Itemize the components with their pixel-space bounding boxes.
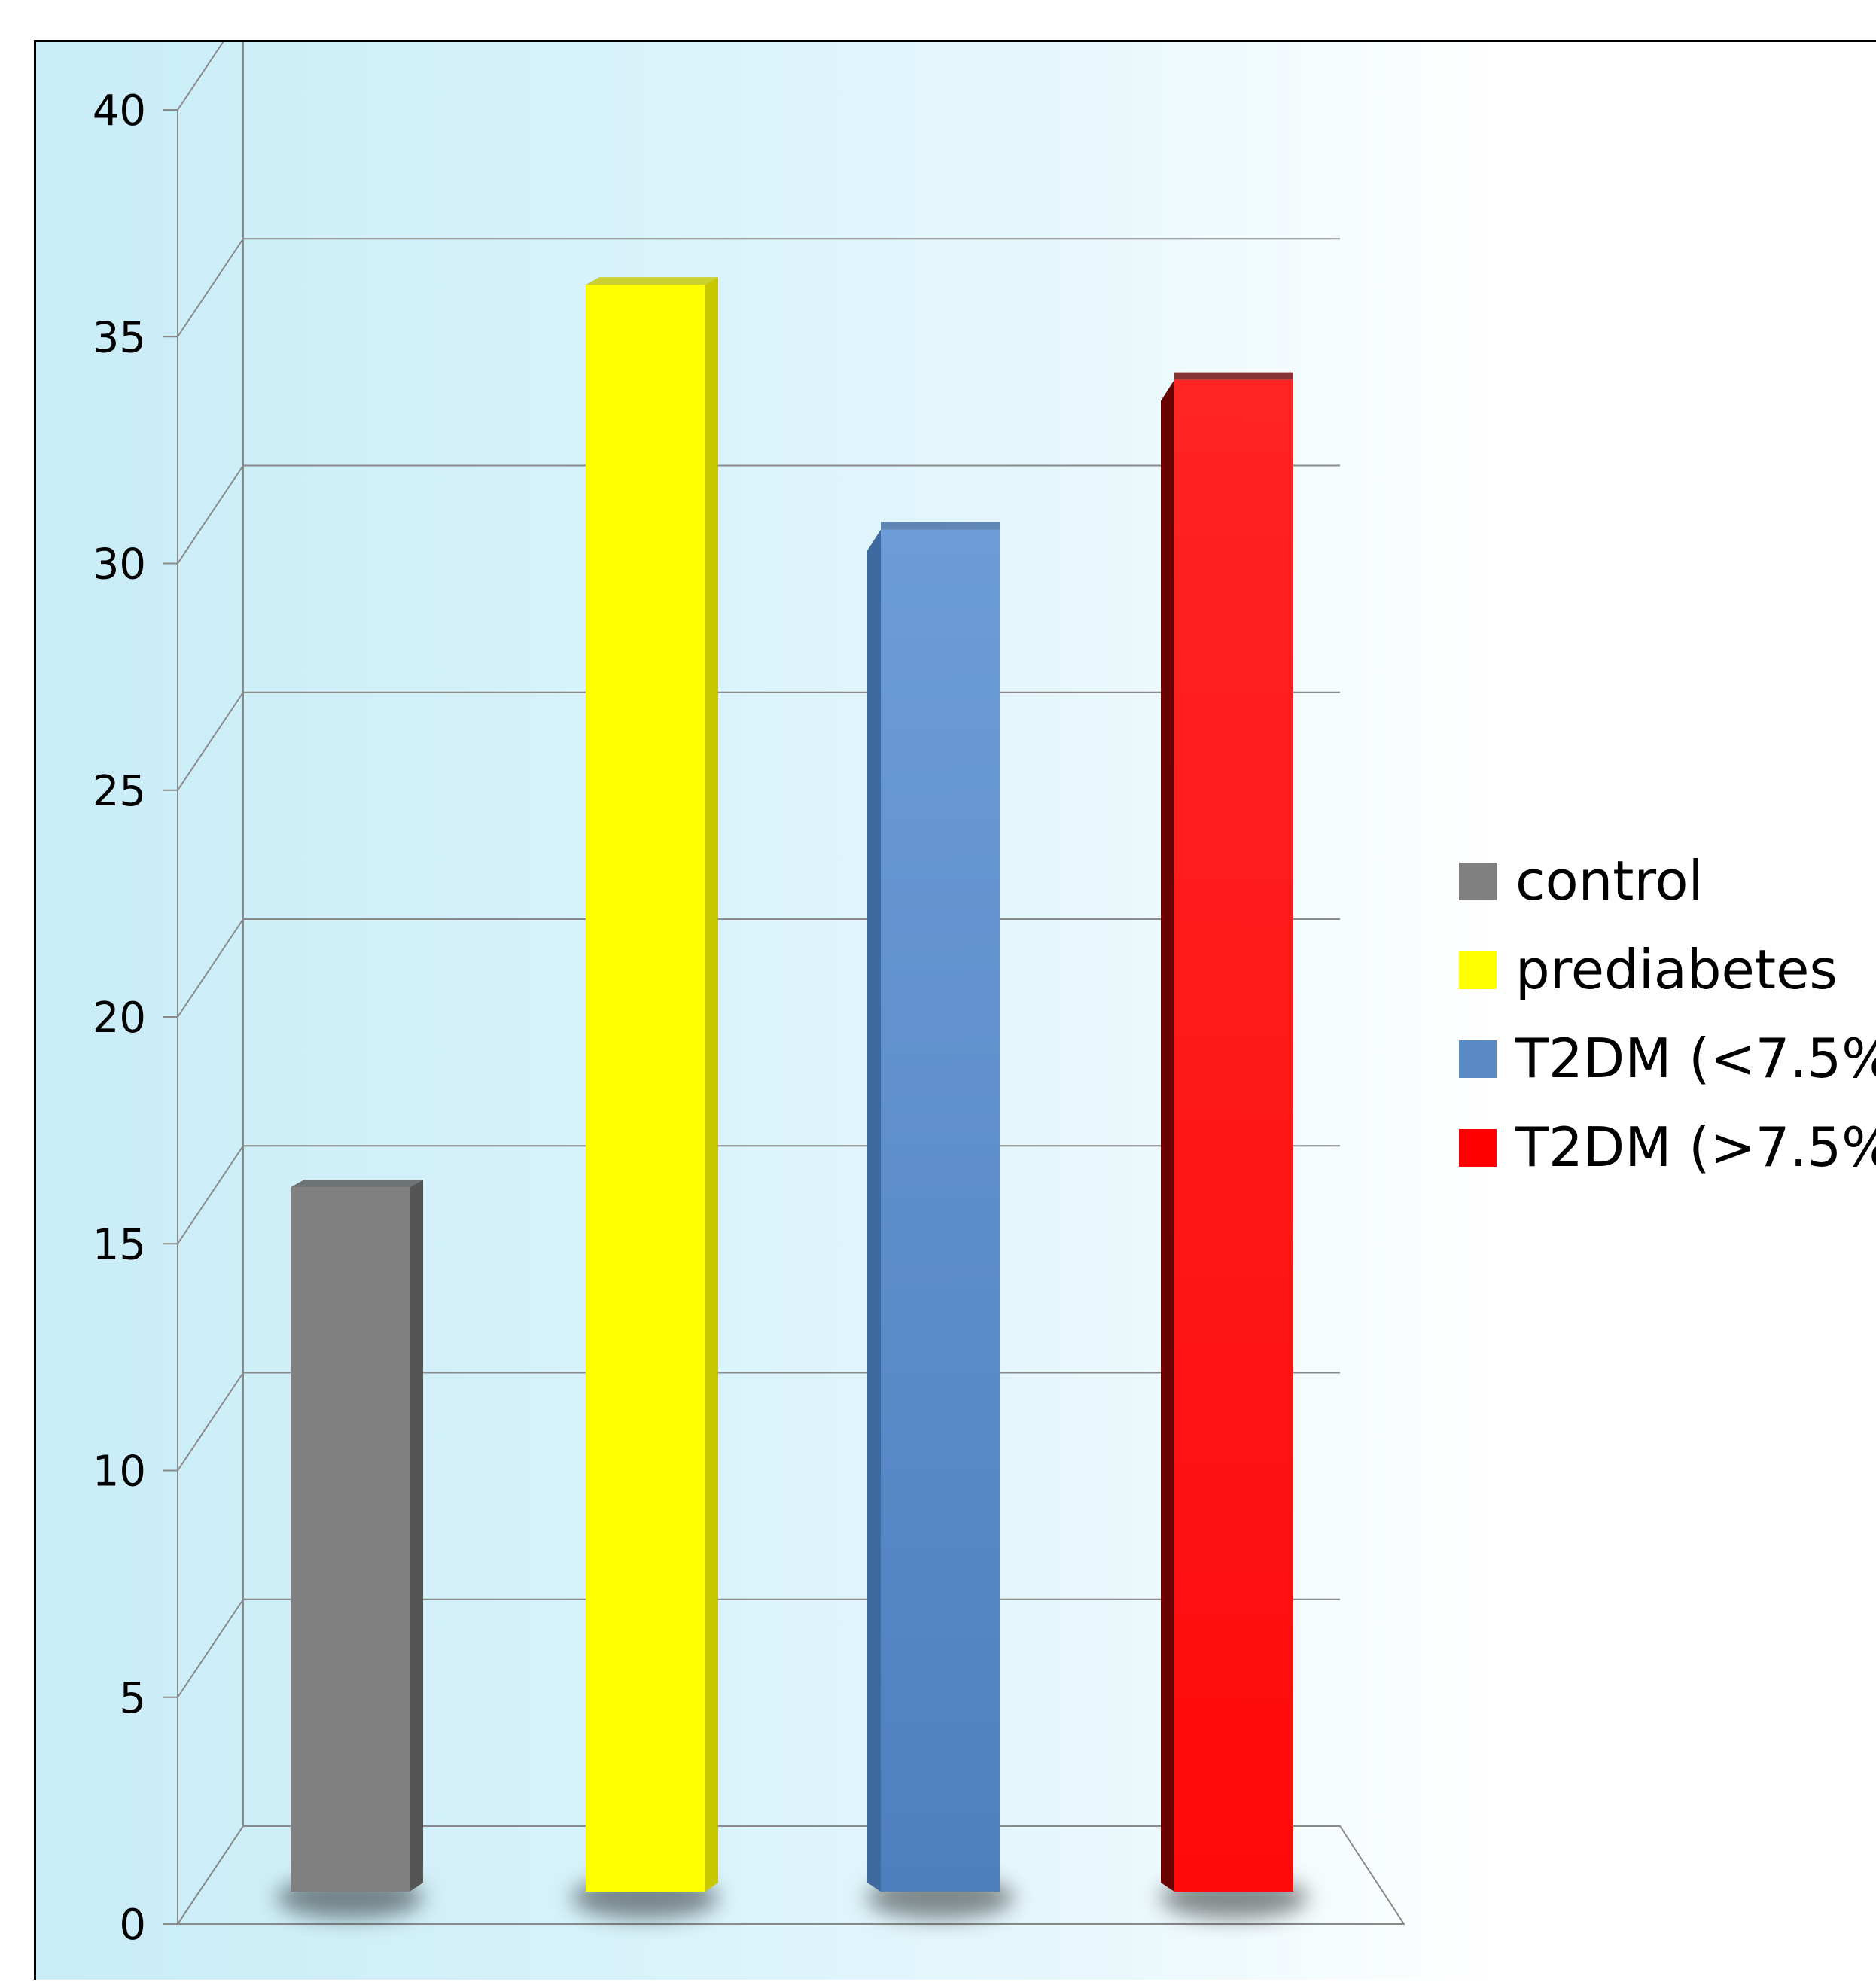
legend: control prediabetes T2DM (<7.5%) T2DM (>7.5… <box>1459 849 1876 1179</box>
legend-label-t2dm-7-5: T2DM (<7.5%) <box>1515 1027 1876 1090</box>
bar-chart: 0 5 10 15 20 25 30 35 40 control prediabetes T2DM … <box>93 42 1876 1950</box>
y-tick-label-0: 0 <box>119 1901 146 1950</box>
bar-top-prediabetes <box>586 277 718 285</box>
legend-label-control: control <box>1515 849 1704 912</box>
y-tick-label-20: 20 <box>93 994 146 1043</box>
bar-side-prediabetes <box>705 277 718 1892</box>
bar-prediabetes <box>586 285 705 1892</box>
side-gridline-25 <box>177 692 244 791</box>
bar-t2dm-7-5 <box>1174 379 1293 1892</box>
y-tick-label-10: 10 <box>93 1448 146 1496</box>
bar-side-t2dm-7-5 <box>1161 379 1174 1892</box>
legend-label-prediabetes: prediabetes <box>1515 938 1838 1001</box>
legend-swatch-t2dm-7-5 <box>1459 1040 1497 1078</box>
chart-floor <box>176 1825 1405 1925</box>
y-tick-label-25: 25 <box>93 767 146 816</box>
y-tick-label-35: 35 <box>93 313 146 362</box>
legend-label-t2dm-7-5: T2DM (>7.5%) <box>1515 1116 1876 1179</box>
y-tick-label-40: 40 <box>93 87 146 135</box>
side-gridline-10 <box>177 1372 244 1472</box>
side-gridline-15 <box>177 1145 244 1244</box>
legend-swatch-control <box>1459 863 1497 900</box>
side-gridline-5 <box>177 1599 244 1698</box>
bar-layer <box>276 277 1308 1919</box>
side-gridline-30 <box>177 464 244 565</box>
bar-side-t2dm-7-5 <box>867 529 881 1892</box>
bar-t2dm-7-5 <box>881 529 1000 1892</box>
side-gridline-35 <box>177 238 244 337</box>
floor-layer <box>176 1825 1405 1925</box>
y-tick-label-30: 30 <box>93 540 146 589</box>
bar-top-control <box>291 1180 423 1188</box>
legend-swatch-t2dm-7-5 <box>1459 1129 1497 1167</box>
bar-side-control <box>410 1180 423 1892</box>
chart-frame: 0 5 10 15 20 25 30 35 40 control prediabetes T2DM … <box>34 40 1876 1980</box>
grid-layer <box>163 42 1340 1925</box>
bar-control <box>291 1187 410 1892</box>
tick-layer: 0 5 10 15 20 25 30 35 40 <box>93 87 146 1950</box>
bar-top-t2dm-7-5 <box>881 522 1000 530</box>
side-gridline-20 <box>177 918 244 1018</box>
bar-top-t2dm-7-5 <box>1174 372 1293 380</box>
side-gridline-40 <box>177 42 224 111</box>
y-tick-label-5: 5 <box>119 1674 146 1723</box>
y-tick-label-15: 15 <box>93 1220 146 1269</box>
legend-swatch-prediabetes <box>1459 951 1497 989</box>
